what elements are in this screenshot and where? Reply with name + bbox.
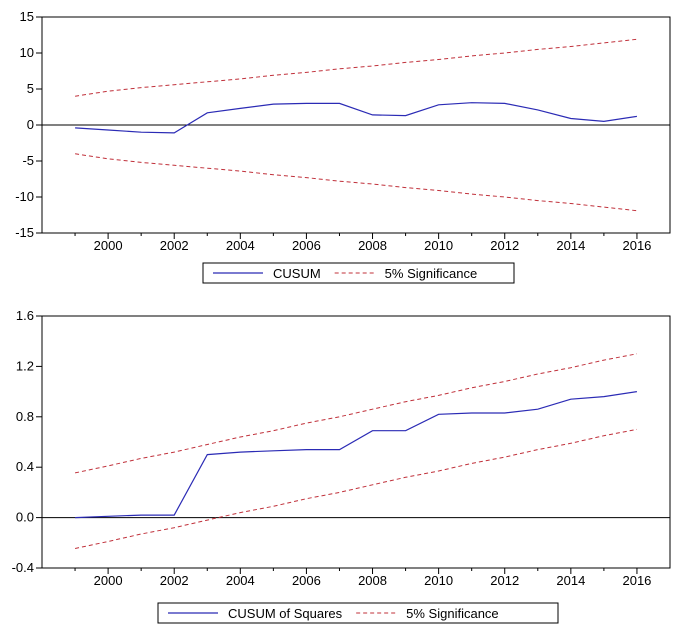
x-tick-label: 2012 [490,573,519,588]
x-tick-label: 2008 [358,238,387,253]
x-tick-label: 2014 [556,238,585,253]
y-tick-label: 0.4 [16,459,34,474]
y-tick-label: 1.2 [16,358,34,373]
series-bound-line-1-2 [75,153,637,212]
x-tick-label: 2016 [622,238,651,253]
x-tick-label: 2006 [292,573,321,588]
x-tick-label: 2000 [94,238,123,253]
series-bound-line-2-2 [74,428,637,549]
y-tick-label: 15 [20,9,34,24]
x-tick-label: 2014 [556,573,585,588]
y-tick-label: 0.8 [16,409,34,424]
series-bound-line-2-1 [74,353,637,474]
x-tick-label: 2012 [490,238,519,253]
legend-label-bound: 5% Significance [385,266,478,281]
legend-label-bound: 5% Significance [406,606,499,621]
x-tick-label: 2004 [226,573,255,588]
y-tick-label: -5 [22,153,34,168]
x-tick-label: 2006 [292,238,321,253]
y-tick-label: 0 [27,117,34,132]
legend-label-main: CUSUM [273,266,321,281]
x-tick-label: 2002 [160,573,189,588]
x-tick-label: 2016 [622,573,651,588]
x-tick-label: 2004 [226,238,255,253]
y-tick-label: -0.4 [12,560,34,575]
legend-label-main: CUSUM of Squares [228,606,343,621]
x-tick-label: 2010 [424,238,453,253]
y-tick-label: 1.6 [16,308,34,323]
x-tick-label: 2008 [358,573,387,588]
x-tick-label: 2002 [160,238,189,253]
plot-frame-2 [41,315,671,569]
series-main-line-2 [75,391,637,519]
y-tick-label: -10 [15,189,34,204]
series-main-line-1 [75,102,637,134]
series-bound-line-1-1 [75,38,637,97]
y-tick-label: -15 [15,225,34,240]
y-tick-label: 0.0 [16,510,34,525]
y-tick-label: 5 [27,81,34,96]
y-tick-label: 10 [20,45,34,60]
x-tick-label: 2000 [94,573,123,588]
x-tick-label: 2010 [424,573,453,588]
